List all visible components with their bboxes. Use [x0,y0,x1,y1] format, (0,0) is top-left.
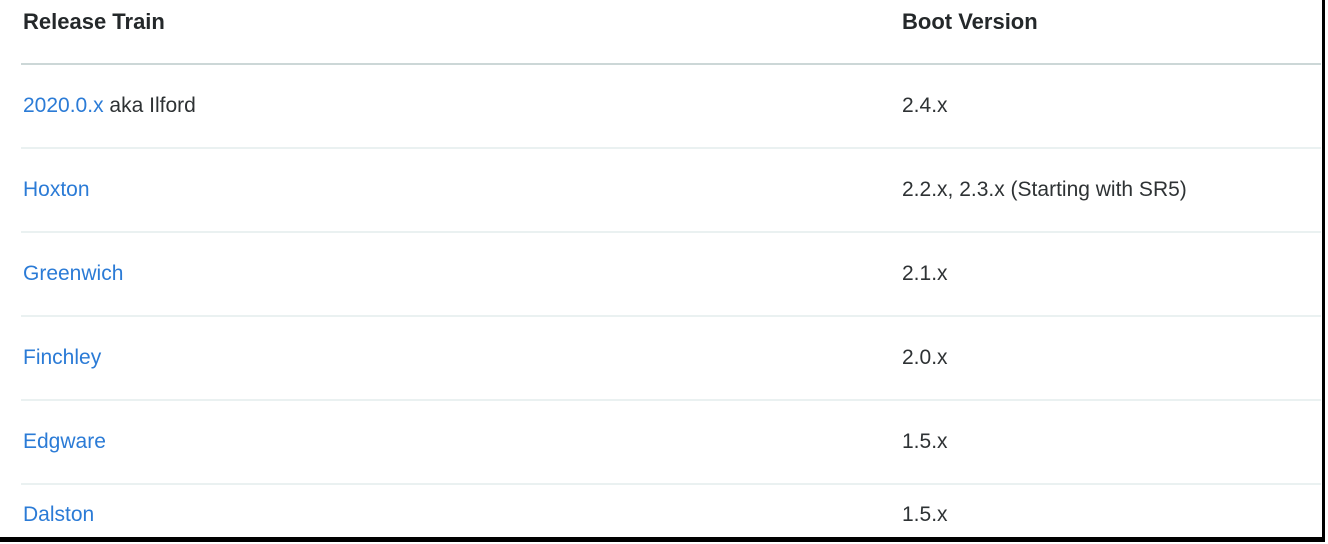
boot-version-cell: 2.2.x, 2.3.x (Starting with SR5) [900,148,1321,233]
frame-bottom-border [0,537,1325,542]
boot-version-cell: 2.0.x [900,316,1321,401]
release-train-cell: Greenwich [21,232,900,317]
table-row: Dalston 1.5.x [21,484,1321,544]
release-train-cell: Edgware [21,400,900,485]
column-header-boot-version: Boot Version [900,0,1321,65]
boot-version-cell: 1.5.x [902,503,948,526]
release-train-link[interactable]: Edgware [23,430,106,453]
release-train-cell: 2020.0.x aka Ilford [21,64,900,149]
column-header-release-train: Release Train [21,0,900,65]
release-train-suffix: aka Ilford [103,94,196,117]
release-train-link[interactable]: Hoxton [23,178,90,201]
frame-right-border [1322,0,1325,542]
release-train-cell: Hoxton [21,148,900,233]
boot-version-cell: 2.4.x [900,64,1321,149]
table-row: 2020.0.x aka Ilford 2.4.x [21,64,1321,149]
table-header-row: Release Train Boot Version [21,0,1321,65]
release-train-link[interactable]: Finchley [23,346,102,369]
release-train-link[interactable]: Dalston [23,503,95,526]
table-row: Greenwich 2.1.x [21,232,1321,317]
release-train-cell: Finchley [21,316,900,401]
table-row: Finchley 2.0.x [21,316,1321,401]
release-train-link[interactable]: Greenwich [23,262,124,285]
table-row: Edgware 1.5.x [21,400,1321,485]
release-train-table: Release Train Boot Version 2020.0.x aka … [21,0,1321,544]
release-train-cell: Dalston [21,484,900,544]
boot-version-cell: 2.1.x [900,232,1321,317]
table-row: Hoxton 2.2.x, 2.3.x (Starting with SR5) [21,148,1321,233]
release-train-link[interactable]: 2020.0.x [23,94,104,117]
boot-version-cell: 1.5.x [900,400,1321,485]
